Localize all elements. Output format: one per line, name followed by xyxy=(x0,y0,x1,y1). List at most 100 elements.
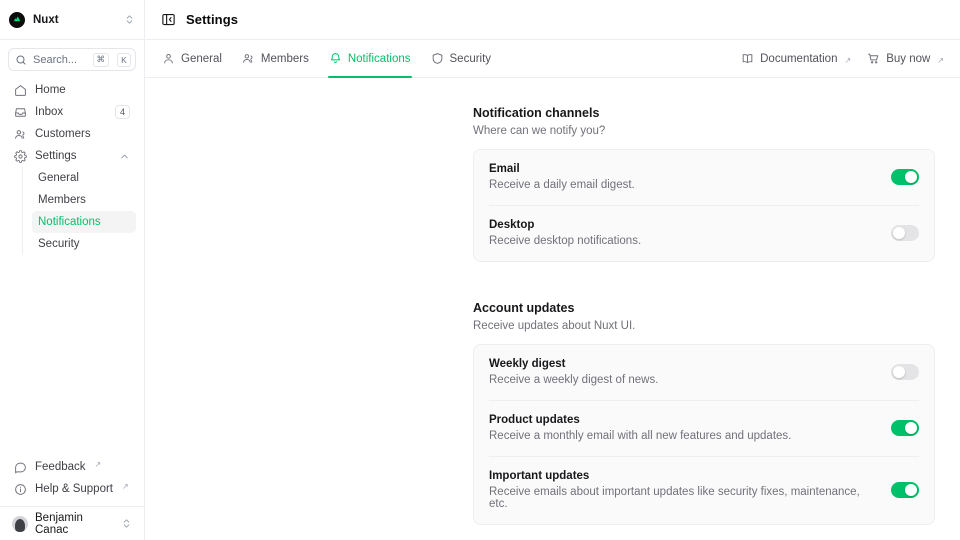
row-description: Receive desktop notifications. xyxy=(489,235,642,247)
toggle-knob xyxy=(905,171,917,183)
sidebar-item-security[interactable]: Security xyxy=(32,233,136,255)
chevron-up-icon[interactable] xyxy=(119,151,130,162)
tabbar: General Members Notifications xyxy=(145,40,960,78)
team-name: Nuxt xyxy=(33,13,59,26)
toggle-knob xyxy=(893,227,905,239)
inbox-icon xyxy=(14,106,27,119)
row-description: Receive emails about important updates l… xyxy=(489,486,860,510)
external-link-icon: ↗ xyxy=(122,482,129,491)
sidebar-subitem-label: Members xyxy=(38,194,86,206)
sidebar-footer-label: Feedback xyxy=(35,461,86,473)
setting-row-important-updates: Important updates Receive emails about i… xyxy=(489,456,919,524)
sidebar-item-label: Home xyxy=(35,84,66,96)
setting-row-desktop: Desktop Receive desktop notifications. xyxy=(489,205,919,261)
setting-row-product-updates: Product updates Receive a monthly email … xyxy=(489,400,919,456)
sidebar-item-settings[interactable]: Settings xyxy=(8,145,136,167)
settings-panel: Weekly digest Receive a weekly digest of… xyxy=(473,344,935,525)
users-icon xyxy=(242,52,255,65)
search-icon xyxy=(15,54,27,66)
row-text: Product updates Receive a monthly email … xyxy=(489,414,879,442)
page-title: Settings xyxy=(186,12,239,27)
top-link-label: Buy now xyxy=(886,52,931,65)
sidebar-item-label: Customers xyxy=(35,128,91,140)
sidebar-item-home[interactable]: Home xyxy=(8,79,136,101)
tab-general[interactable]: General xyxy=(161,40,223,77)
bell-icon xyxy=(329,52,342,65)
row-title: Product updates xyxy=(489,414,580,426)
topbar: Settings xyxy=(145,0,960,40)
sidebar-item-label: Settings xyxy=(35,150,77,162)
row-title: Weekly digest xyxy=(489,358,566,370)
sidebar-item-customers[interactable]: Customers xyxy=(8,123,136,145)
sidebar-item-feedback[interactable]: Feedback ↗ xyxy=(8,456,136,478)
section-account-updates: Account updates Receive updates about Nu… xyxy=(473,301,935,525)
top-link-label: Documentation xyxy=(760,52,838,65)
nuxt-logo-icon xyxy=(9,11,25,28)
toggle-weekly-digest[interactable] xyxy=(891,364,919,380)
toggle-knob xyxy=(905,422,917,434)
user-menu[interactable]: Benjamin Canac xyxy=(0,506,144,540)
external-link-icon: ↗ xyxy=(844,56,852,65)
chevron-up-down-icon[interactable] xyxy=(121,518,132,529)
sidebar-footer: Feedback ↗ Help & Support ↗ xyxy=(0,456,144,500)
sidebar-item-inbox[interactable]: Inbox 4 xyxy=(8,101,136,123)
chat-bubble-icon xyxy=(14,461,27,474)
users-icon xyxy=(14,128,27,141)
avatar xyxy=(12,515,28,532)
buy-now-link[interactable]: Buy now ↗ xyxy=(867,52,944,65)
row-title: Email xyxy=(489,163,520,175)
sidebar-item-general[interactable]: General xyxy=(32,167,136,189)
sidebar: Nuxt Search... ⌘ K Home xyxy=(0,0,145,540)
sidebar-subitem-label: General xyxy=(38,172,79,184)
shopping-cart-icon xyxy=(867,52,880,65)
kbd-command: ⌘ xyxy=(92,52,109,67)
toggle-desktop[interactable] xyxy=(891,225,919,241)
inbox-badge: 4 xyxy=(114,105,130,119)
setting-row-weekly-digest: Weekly digest Receive a weekly digest of… xyxy=(489,345,919,400)
tab-label: Members xyxy=(260,52,309,65)
search-container: Search... ⌘ K xyxy=(0,40,144,75)
settings-content: Notification channels Where can we notif… xyxy=(145,78,960,540)
toggle-product-updates[interactable] xyxy=(891,420,919,436)
tab-security[interactable]: Security xyxy=(430,40,493,77)
row-description: Receive a monthly email with all new fea… xyxy=(489,430,792,442)
tab-list: General Members Notifications xyxy=(161,40,493,78)
row-title: Desktop xyxy=(489,219,535,231)
kbd-k: K xyxy=(117,52,131,67)
sidebar-footer-label: Help & Support xyxy=(35,483,113,495)
toggle-important-updates[interactable] xyxy=(891,482,919,498)
setting-row-email: Email Receive a daily email digest. xyxy=(489,150,919,205)
home-icon xyxy=(14,84,27,97)
top-links: Documentation ↗ Buy now ↗ xyxy=(741,40,944,77)
tab-label: Notifications xyxy=(347,52,411,65)
external-link-icon: ↗ xyxy=(94,460,102,469)
user-icon xyxy=(162,52,175,65)
section-subtitle: Receive updates about Nuxt UI. xyxy=(473,320,636,332)
sidebar-item-members[interactable]: Members xyxy=(32,189,136,211)
row-text: Weekly digest Receive a weekly digest of… xyxy=(489,358,879,386)
tab-label: Security xyxy=(449,52,492,65)
sidebar-item-help-support[interactable]: Help & Support ↗ xyxy=(8,478,136,500)
info-circle-icon xyxy=(14,483,27,496)
section-title: Account updates xyxy=(473,301,575,315)
tab-label: General xyxy=(181,52,222,65)
external-link-icon: ↗ xyxy=(937,56,944,65)
book-icon xyxy=(741,52,754,65)
sidebar-nav: Home Inbox 4 Customers Settings xyxy=(0,75,144,456)
chevron-up-down-icon[interactable] xyxy=(124,14,135,25)
tab-notifications[interactable]: Notifications xyxy=(327,40,412,78)
toggle-email[interactable] xyxy=(891,169,919,185)
shield-icon xyxy=(431,52,444,65)
row-title: Important updates xyxy=(489,470,590,482)
tab-members[interactable]: Members xyxy=(241,40,310,77)
main-area: Settings General Members xyxy=(145,0,960,540)
settings-panel: Email Receive a daily email digest. Desk… xyxy=(473,149,935,262)
content-column: Notification channels Where can we notif… xyxy=(473,106,935,525)
search-input[interactable]: Search... ⌘ K xyxy=(8,48,136,71)
sidebar-item-notifications[interactable]: Notifications xyxy=(32,211,136,233)
row-description: Receive a weekly digest of news. xyxy=(489,374,659,386)
team-switcher[interactable]: Nuxt xyxy=(0,0,144,40)
panel-left-collapse-icon[interactable] xyxy=(161,12,176,27)
documentation-link[interactable]: Documentation ↗ xyxy=(741,52,851,65)
